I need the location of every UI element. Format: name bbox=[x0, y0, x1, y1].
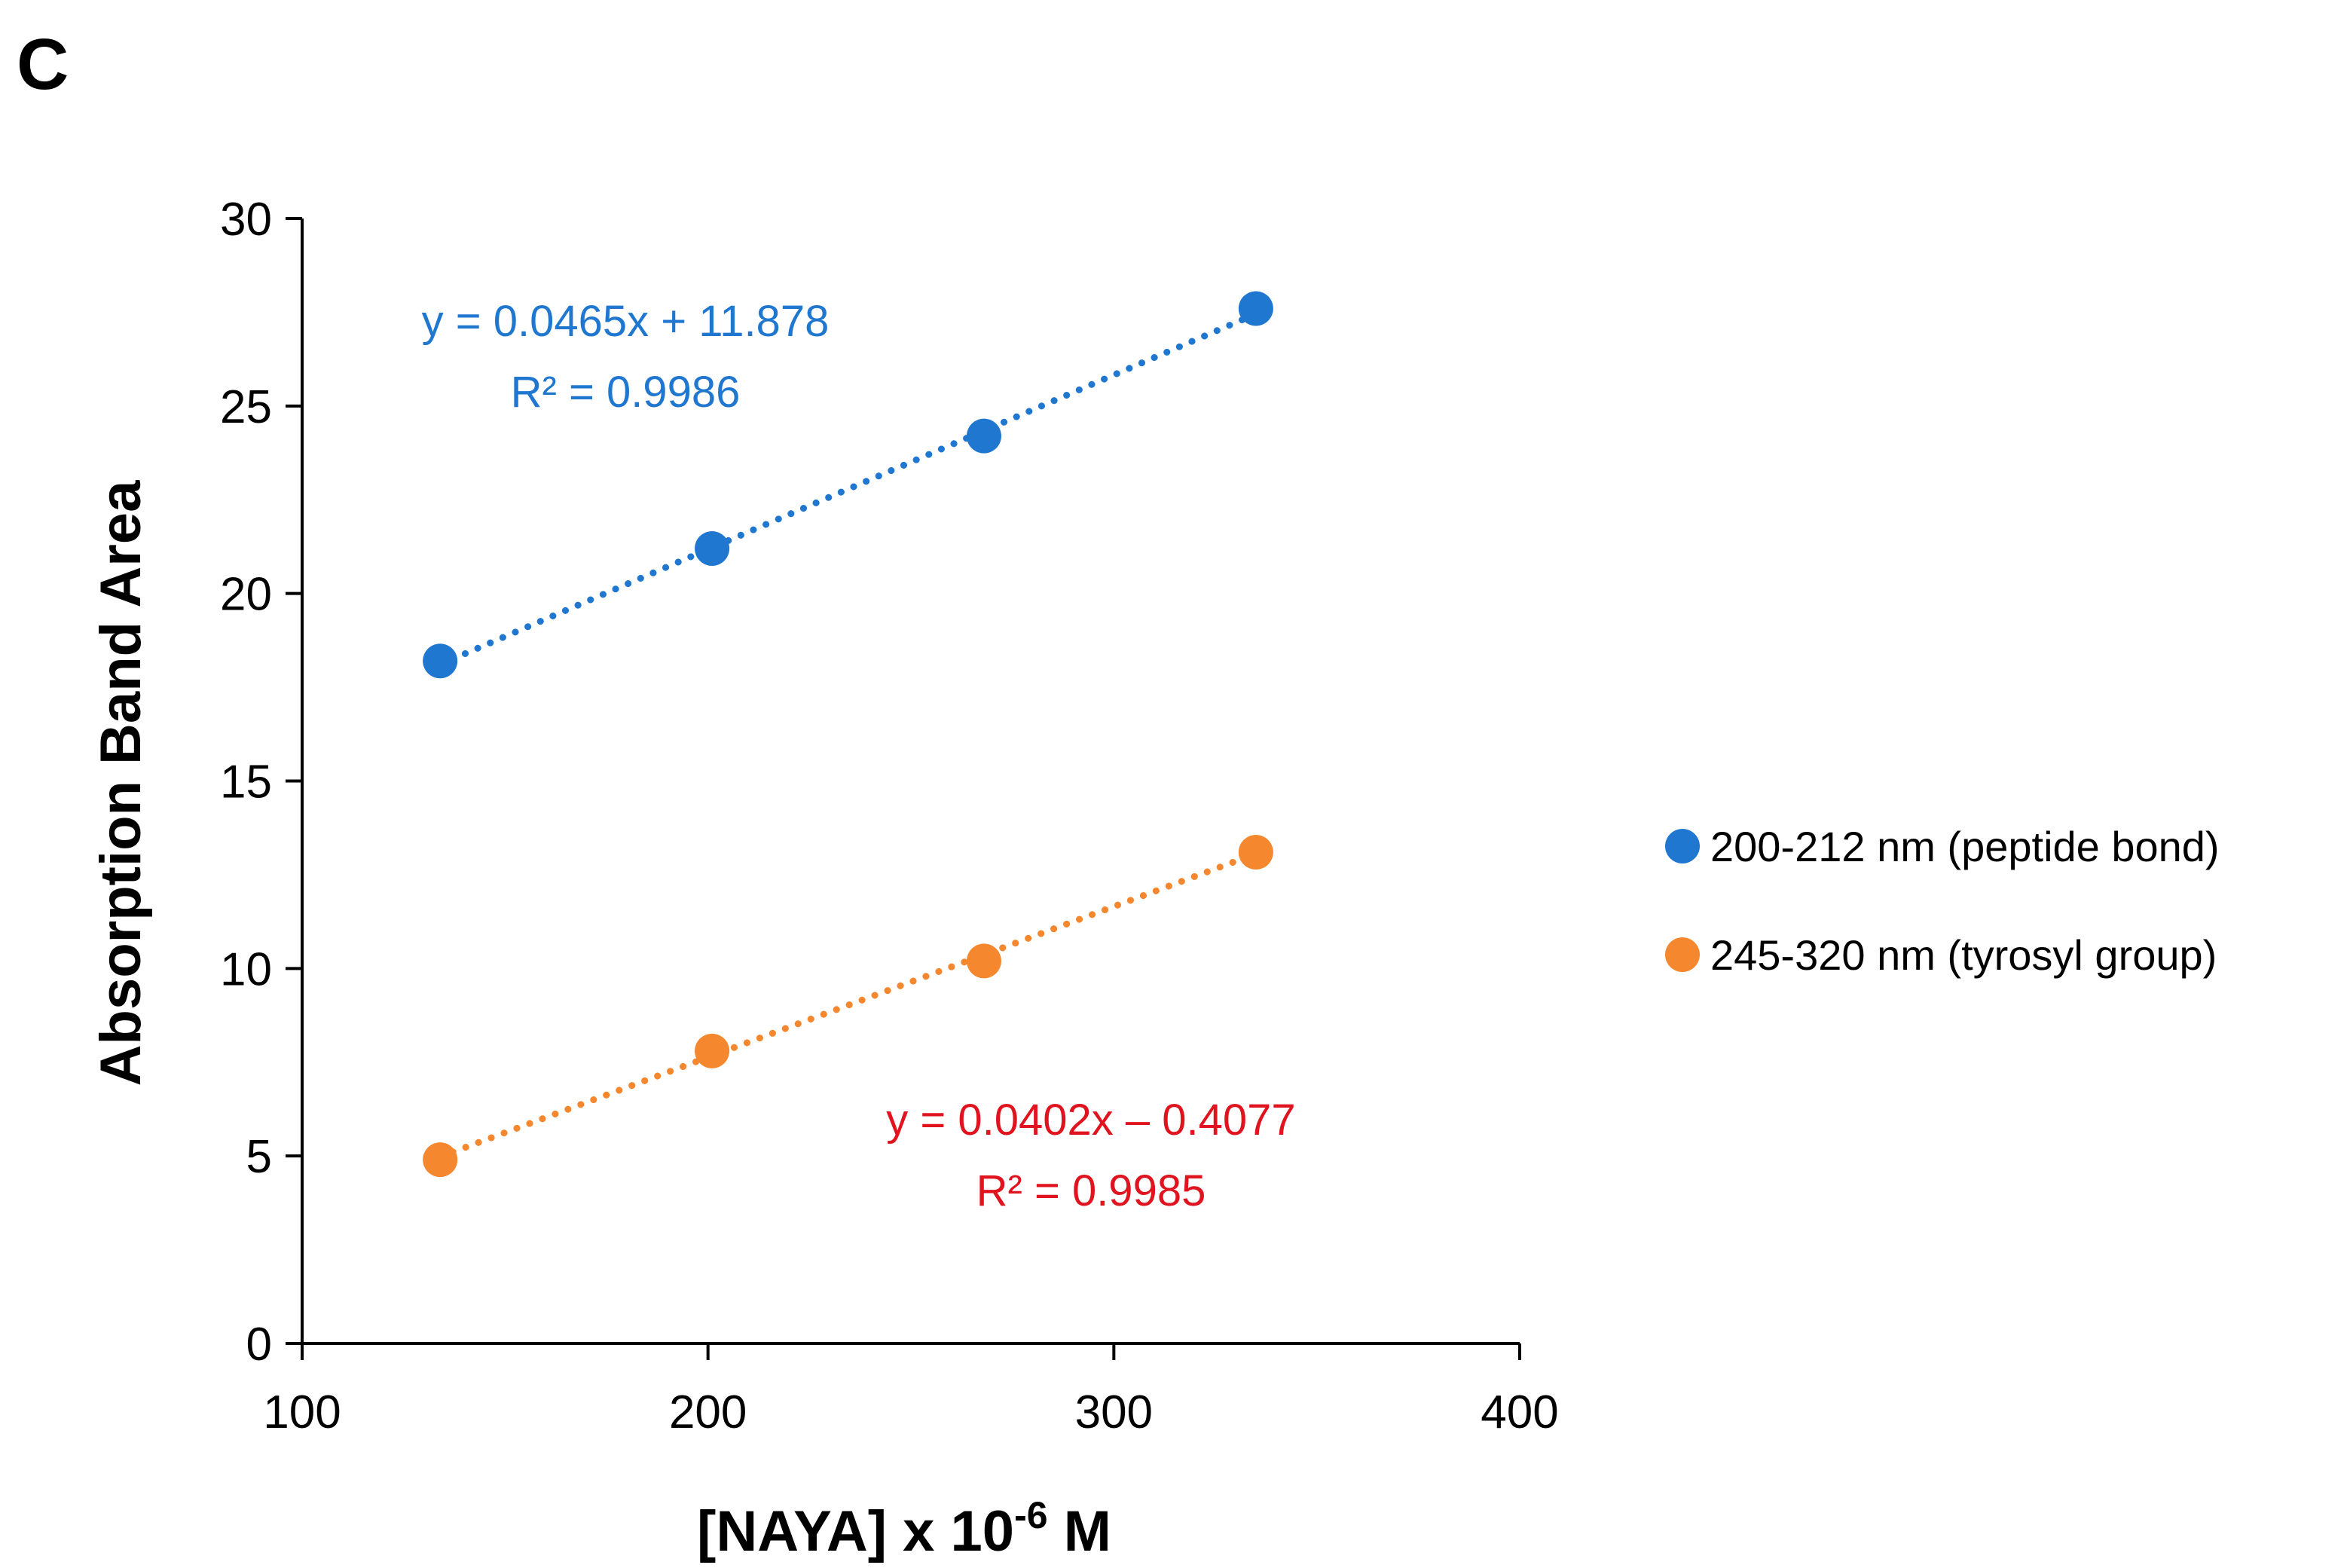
trendline-series-1 bbox=[436, 310, 1260, 668]
x-axis-title-main: [NAYA] x 10 bbox=[697, 1499, 1014, 1563]
legend-marker-series-1 bbox=[1665, 829, 1700, 863]
data-point-series-2-1 bbox=[423, 1142, 458, 1178]
y-tick-label-5: 5 bbox=[246, 1131, 272, 1183]
x-tick-label-200: 200 bbox=[669, 1386, 747, 1438]
data-points bbox=[423, 291, 1273, 1178]
y-tick-label-0: 0 bbox=[246, 1319, 272, 1371]
panel-label: C bbox=[17, 24, 69, 105]
trendline-series-2 bbox=[436, 850, 1260, 1160]
annotations: y = 0.0465x + 11.878 R² = 0.9986 y = 0.040… bbox=[422, 297, 1296, 1215]
x-tick-label-300: 300 bbox=[1075, 1386, 1153, 1438]
x-axis-title: [NAYA] x 10-6 M bbox=[697, 1494, 1111, 1563]
legend-label-series-2: 245-320 nm (tyrosyl group) bbox=[1710, 931, 2217, 979]
x-axis-title-exponent: -6 bbox=[1014, 1494, 1047, 1536]
y-tick-label-30: 30 bbox=[220, 194, 272, 246]
trendlines bbox=[436, 310, 1260, 1160]
legend: 200-212 nm (peptide bond) 245-320 nm (tyr… bbox=[1665, 823, 2220, 979]
legend-marker-series-2 bbox=[1665, 937, 1700, 972]
r2-series-1: R² = 0.9986 bbox=[511, 368, 741, 417]
data-point-series-1-2 bbox=[695, 530, 730, 566]
y-axis-title: Absorption Band Area bbox=[89, 480, 153, 1086]
x-axis-title-unit: M bbox=[1048, 1499, 1111, 1563]
y-tick-label-10: 10 bbox=[220, 943, 272, 995]
data-point-series-1-3 bbox=[966, 418, 1001, 454]
data-point-series-2-4 bbox=[1238, 835, 1273, 870]
legend-label-series-1: 200-212 nm (peptide bond) bbox=[1710, 823, 2220, 870]
axes: 0 5 10 15 20 25 30 100 200 300 400 Absorption Band … bbox=[89, 194, 1559, 1563]
x-tick-label-400: 400 bbox=[1481, 1386, 1558, 1438]
y-tick-label-25: 25 bbox=[220, 381, 272, 433]
data-point-series-2-3 bbox=[966, 943, 1001, 979]
equation-series-1: y = 0.0465x + 11.878 bbox=[422, 297, 830, 346]
data-point-series-1-1 bbox=[423, 643, 458, 679]
data-point-series-1-4 bbox=[1238, 291, 1273, 326]
y-tick-label-15: 15 bbox=[220, 756, 272, 808]
y-tick-label-20: 20 bbox=[220, 569, 272, 621]
r2-series-2: R² = 0.9985 bbox=[976, 1166, 1206, 1215]
x-tick-label-100: 100 bbox=[263, 1386, 341, 1438]
equation-series-2: y = 0.0402x – 0.4077 bbox=[886, 1096, 1295, 1145]
data-point-series-2-2 bbox=[695, 1033, 730, 1068]
